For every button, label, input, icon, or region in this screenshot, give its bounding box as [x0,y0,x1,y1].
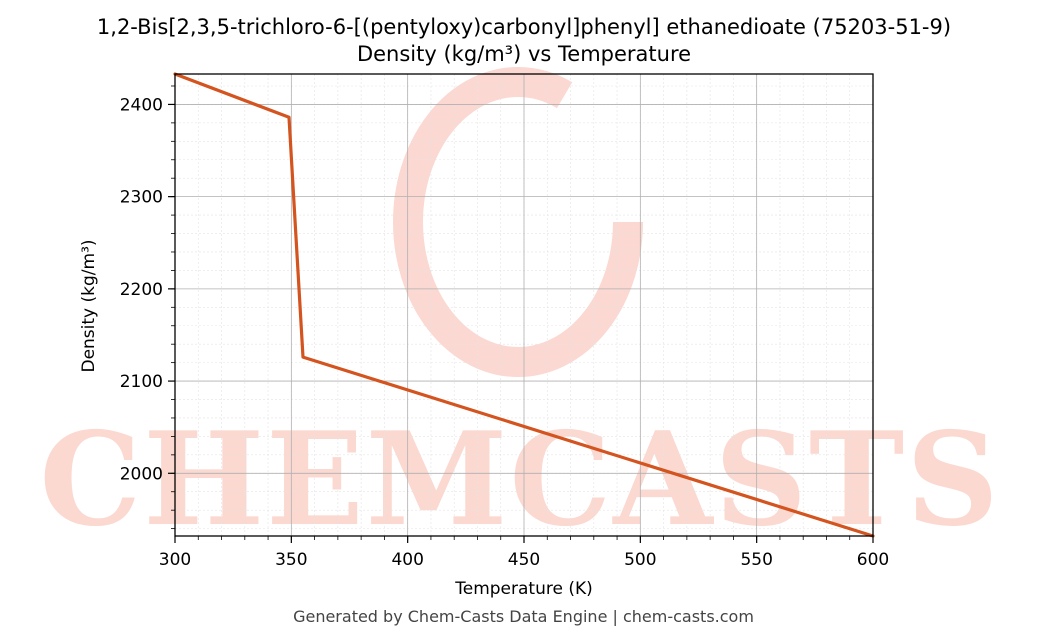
y-tick-label: 2200 [120,280,163,300]
footer-credit: Generated by Chem-Casts Data Engine | ch… [293,607,754,626]
series-line-density [173,72,875,538]
x-axis-label: Temperature (K) [454,579,593,599]
axis-ticks [168,85,874,543]
watermark: CHEMCASTS [39,67,1000,555]
y-tick-label: 2000 [120,464,163,484]
x-tick-labels: 300 350 400 450 500 550 600 [159,550,889,570]
watermark-swirl [393,67,643,377]
x-tick-label: 350 [275,550,307,570]
x-tick-label: 550 [740,550,772,570]
x-tick-label: 450 [508,550,540,570]
x-tick-label: 500 [624,550,656,570]
y-tick-label: 2100 [120,372,163,392]
y-tick-label: 2400 [120,95,163,115]
x-tick-label: 400 [391,550,423,570]
series-group [173,72,875,538]
y-axis-label: Density (kg/m³) [79,239,99,372]
chart-title: 1,2-Bis[2,3,5-trichloro-6-[(pentyloxy)ca… [97,15,951,39]
x-tick-label: 300 [159,550,191,570]
y-tick-label: 2300 [120,188,163,208]
chart-subtitle: Density (kg/m³) vs Temperature [357,42,691,66]
watermark-text: CHEMCASTS [39,405,1000,555]
x-tick-label: 600 [857,550,889,570]
y-tick-labels: 2000 2100 2200 2300 2400 [120,95,163,484]
